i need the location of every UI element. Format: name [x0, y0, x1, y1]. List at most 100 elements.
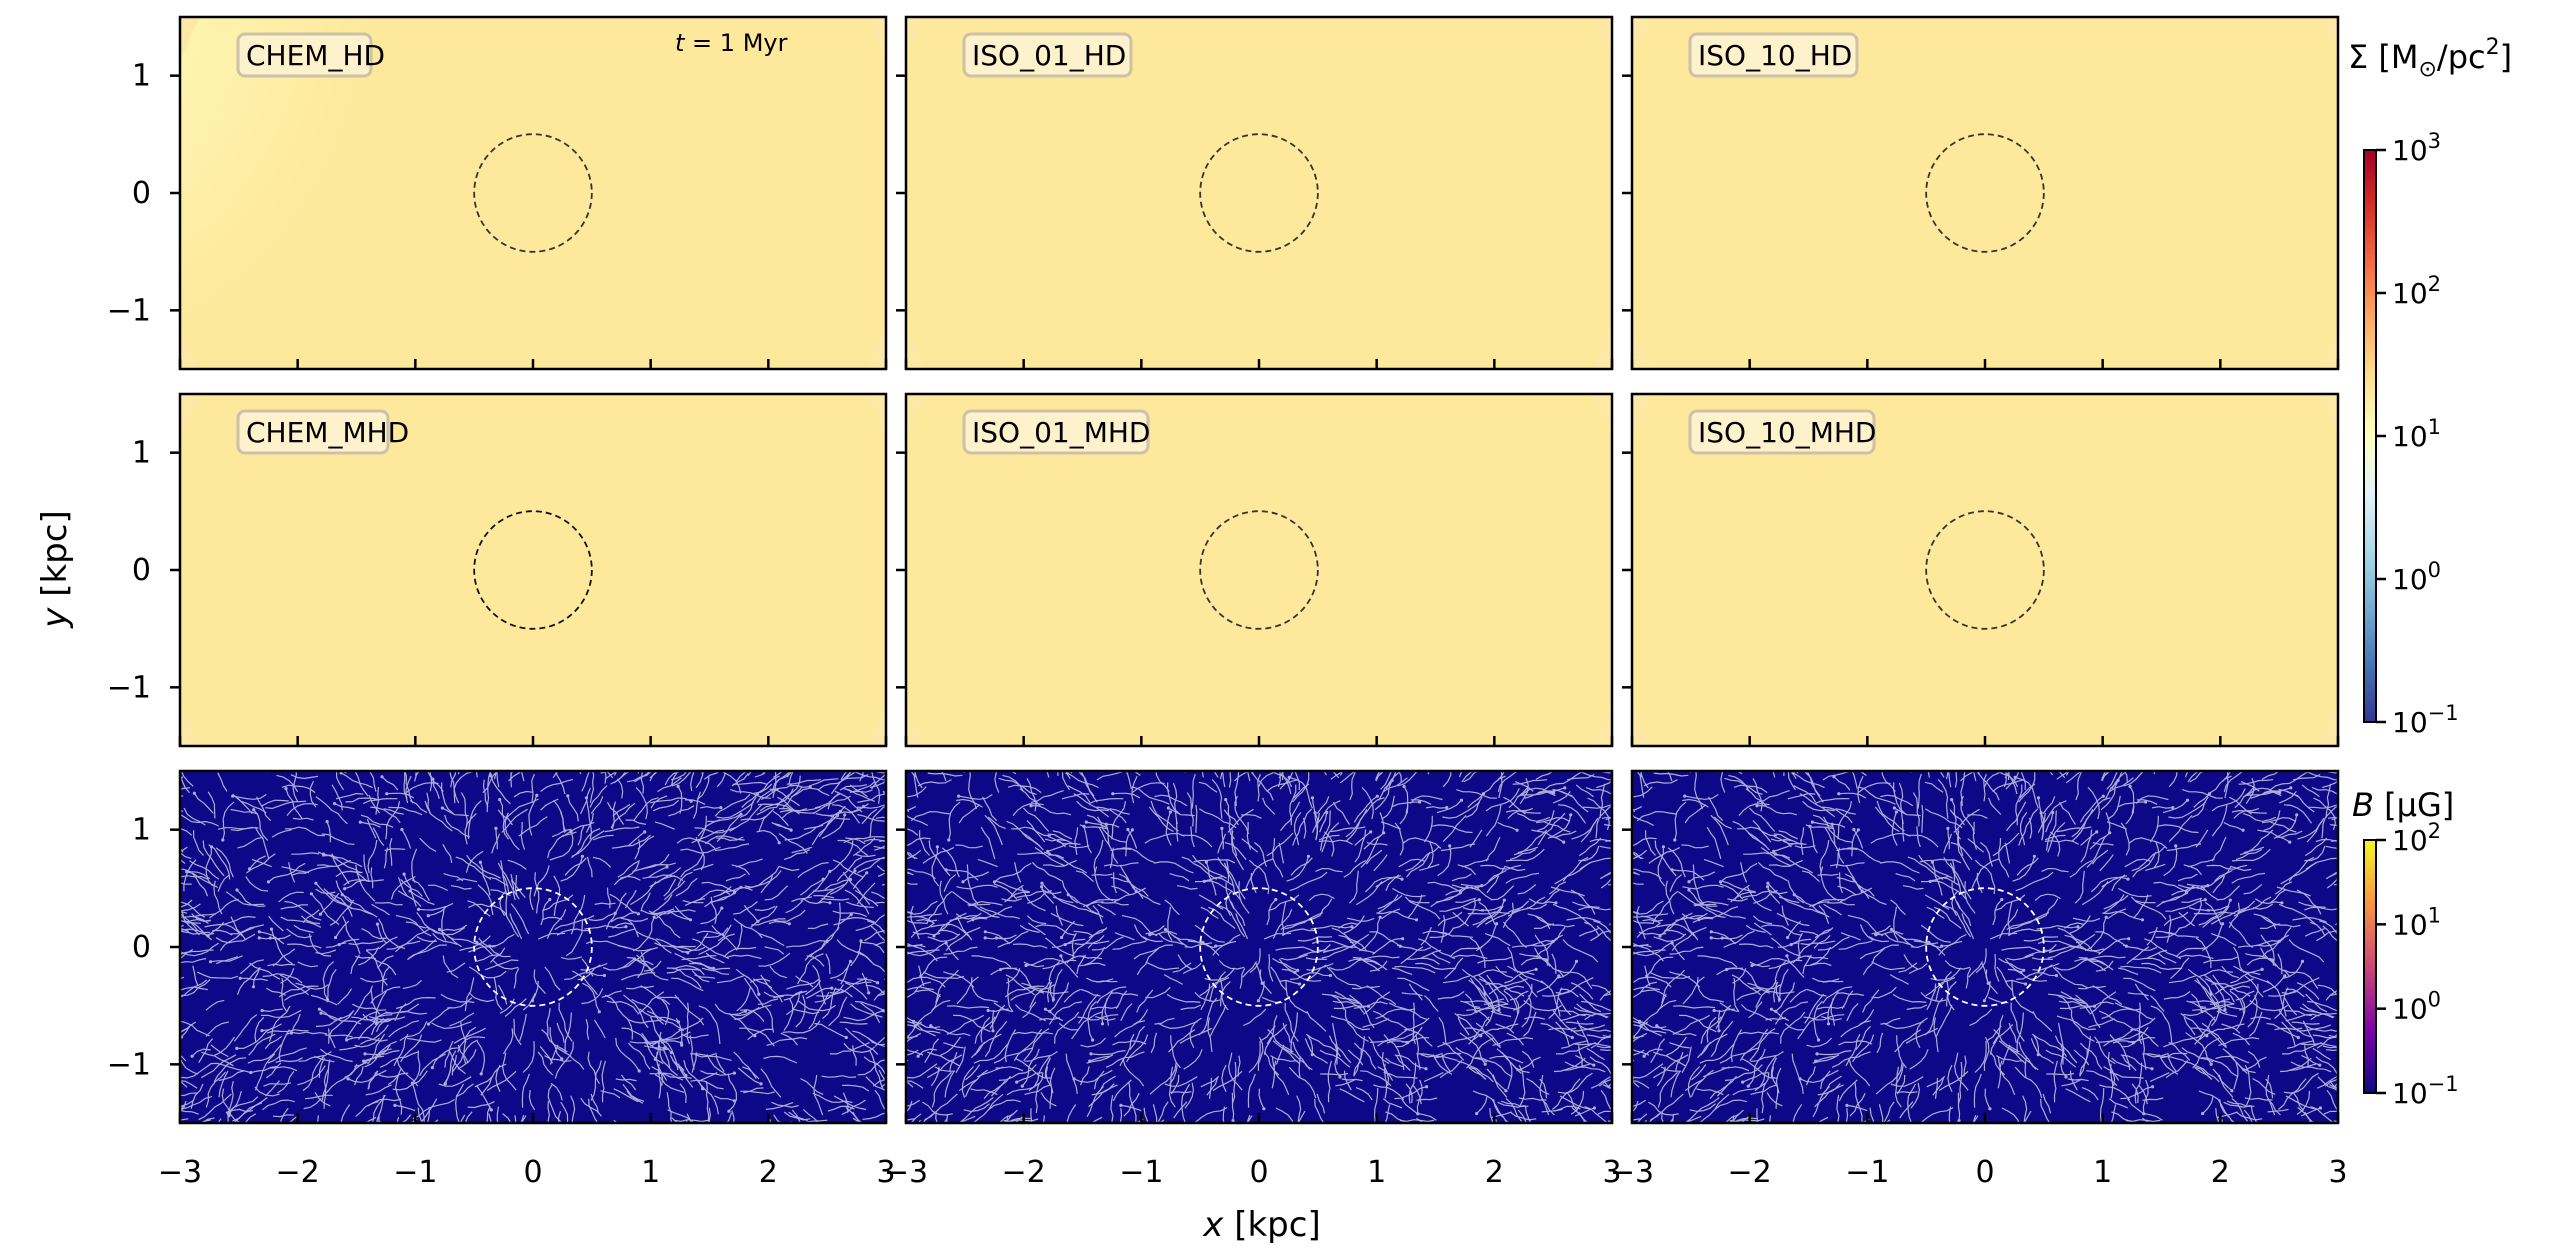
streamline	[1227, 1052, 1243, 1091]
streamline	[716, 771, 726, 788]
streamline-arrow	[2230, 1089, 2234, 1093]
streamline	[2329, 1084, 2338, 1089]
streamline-arrow	[1944, 766, 1947, 769]
panel-label-box	[962, 409, 1150, 455]
streamline-arrow	[374, 1022, 379, 1026]
streamline	[205, 846, 214, 887]
streamline	[832, 910, 868, 918]
streamline	[2004, 842, 2011, 864]
streamline	[1373, 854, 1388, 872]
streamline	[2095, 960, 2114, 972]
streamline	[1080, 988, 1101, 997]
streamline	[849, 784, 868, 798]
streamline	[1906, 834, 1939, 848]
streamline	[534, 872, 540, 914]
streamline	[2291, 1021, 2320, 1025]
streamline	[635, 959, 654, 972]
streamline	[1221, 1064, 1227, 1092]
streamline	[737, 1067, 762, 1085]
streamline	[1926, 1075, 1946, 1088]
streamline	[1153, 861, 1194, 874]
streamline-arrow	[799, 1127, 802, 1130]
streamline-arrow	[888, 928, 891, 931]
streamline	[877, 993, 886, 997]
streamline	[1061, 792, 1090, 800]
streamline	[924, 1093, 958, 1121]
streamline	[180, 773, 190, 794]
streamline	[873, 988, 886, 1001]
streamline	[1757, 861, 1788, 882]
streamline	[1603, 1084, 1612, 1089]
streamline	[1992, 778, 2026, 792]
streamline	[1078, 993, 1099, 1024]
streamline	[1422, 930, 1451, 936]
streamline	[1534, 915, 1575, 928]
streamline	[1380, 821, 1401, 830]
streamline	[2290, 1061, 2332, 1073]
streamline	[375, 901, 403, 906]
streamline	[360, 821, 381, 828]
streamline	[1742, 890, 1770, 899]
streamline-arrow	[1088, 1059, 1092, 1063]
streamline	[918, 965, 925, 987]
streamline	[1063, 988, 1081, 1003]
streamline	[272, 1114, 294, 1118]
streamline-arrow	[1306, 854, 1310, 858]
streamline	[961, 1066, 975, 1098]
streamline	[1272, 909, 1293, 939]
streamline	[1144, 832, 1185, 844]
streamline	[1183, 1049, 1203, 1070]
streamline	[1603, 993, 1612, 997]
streamline	[1902, 885, 1924, 890]
streamline	[1282, 928, 1317, 936]
streamline-arrow	[1350, 925, 1354, 929]
streamline	[617, 945, 653, 952]
streamline	[1552, 1078, 1581, 1110]
streamline	[731, 1110, 735, 1123]
streamline	[1449, 946, 1483, 958]
streamline	[712, 1016, 721, 1044]
streamline-arrow	[478, 860, 482, 864]
streamline	[995, 1066, 1024, 1072]
streamline	[971, 955, 1012, 968]
streamline-arrow	[479, 1072, 483, 1076]
streamline	[1459, 1032, 1486, 1065]
streamline-arrow	[986, 1008, 990, 1013]
streamline	[1578, 845, 1600, 862]
streamline	[1697, 955, 1738, 968]
streamline	[449, 1051, 466, 1075]
streamline	[2044, 834, 2066, 841]
streamline	[1910, 771, 1912, 773]
streamline	[1954, 771, 1958, 788]
streamline	[1350, 933, 1370, 943]
streamline	[958, 793, 993, 800]
streamline	[1998, 1040, 2027, 1065]
streamline	[1126, 878, 1149, 897]
streamline	[1965, 968, 1972, 989]
streamline	[1653, 1051, 1686, 1067]
streamline-arrow	[1988, 1107, 1992, 1111]
streamline	[180, 985, 181, 988]
streamline	[1489, 1108, 1494, 1123]
streamline-arrow	[1401, 937, 1405, 941]
streamline	[1311, 797, 1319, 840]
streamline	[1786, 955, 1805, 978]
streamline	[1570, 982, 1594, 1000]
streamline	[2034, 893, 2061, 901]
streamline-arrow	[1810, 820, 1814, 824]
streamline-arrow	[488, 944, 492, 948]
streamline	[588, 912, 616, 922]
streamline	[2235, 990, 2255, 1001]
streamline	[1462, 907, 1484, 912]
streamline	[371, 1094, 386, 1123]
streamline	[205, 999, 225, 1011]
streamline	[459, 935, 491, 952]
streamline	[1632, 900, 1664, 915]
colorbar-tick-label: 102	[2392, 272, 2441, 310]
streamline	[309, 781, 317, 808]
streamline	[1970, 1115, 1979, 1123]
streamline	[317, 859, 351, 868]
streamline	[1671, 926, 1707, 951]
streamline	[417, 1107, 423, 1123]
streamline	[941, 847, 960, 878]
